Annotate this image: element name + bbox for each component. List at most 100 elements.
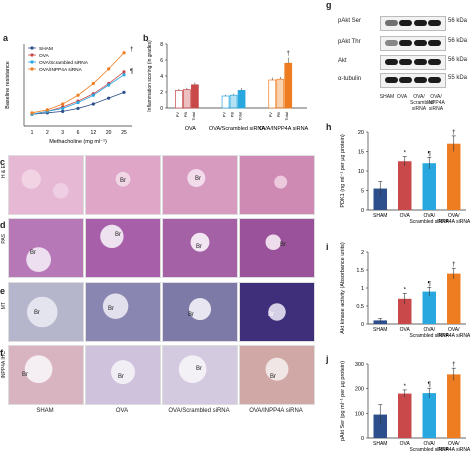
- bar: [447, 374, 461, 438]
- br-label-mt-ova: Br: [108, 306, 114, 312]
- x-tick-label: 20: [106, 130, 112, 136]
- significance-mark: †: [452, 262, 455, 268]
- bar: [183, 89, 191, 109]
- pakt-ser-bar-chart: 0 100 200 300 pAkt Ser (pg ml⁻¹ per µg prote…: [340, 361, 471, 453]
- significance-mark: †: [452, 362, 455, 368]
- panel-letter-h: h: [326, 122, 332, 132]
- y-tick-label: 2: [361, 250, 364, 256]
- micrograph-ihc-inpp: [239, 345, 315, 405]
- y-tick-label: 100: [355, 411, 364, 417]
- x-axis-label: Methacholine (mg ml⁻¹): [49, 139, 107, 145]
- bar: [276, 78, 285, 109]
- bar: [447, 143, 461, 210]
- significance-mark: †: [130, 47, 133, 53]
- significance-mark: ¶: [130, 69, 133, 75]
- panel-letter-b: b: [143, 33, 149, 43]
- br-label-mt-inpp: Br: [268, 312, 274, 318]
- col-label-scr: OVA/Scrambled siRNA: [168, 408, 230, 414]
- wb-row-pakt-thr: [380, 36, 446, 51]
- bar: [398, 393, 412, 438]
- legend-label: OVA: [39, 53, 50, 59]
- br-label-ihc-sham: Br: [22, 372, 28, 378]
- bar: [422, 291, 436, 324]
- micrograph-pas-ova: [85, 218, 161, 278]
- bar: [284, 62, 293, 109]
- y-axis-label: pAkt Ser (pg ml⁻¹ per µg protein): [340, 361, 346, 441]
- y-tick-label: 300: [355, 362, 364, 368]
- y-tick-label: 200: [355, 387, 364, 393]
- x-tick-label: 12: [91, 130, 97, 136]
- wb-kda-4: 55 kDa: [448, 75, 468, 81]
- significance-mark: †: [452, 130, 455, 136]
- series-point: [107, 96, 111, 100]
- bar: [175, 90, 183, 109]
- significance-mark: *: [404, 151, 407, 157]
- series-point: [122, 70, 126, 74]
- series-point: [122, 90, 126, 94]
- br-label-pas-sham: Br: [30, 250, 36, 256]
- group-label: OVA/Scrambled siRNA: [209, 126, 265, 132]
- bar: [237, 90, 246, 109]
- bar: [447, 273, 461, 324]
- group-label: OVA: [185, 126, 197, 132]
- micrograph-he-scr: [162, 155, 238, 215]
- series-point: [91, 81, 95, 86]
- y-tick-label: 6: [160, 58, 163, 64]
- br-label-pas-scr: Br: [196, 244, 202, 250]
- wb-kda-2: 56 kDa: [448, 38, 468, 44]
- legend-label: OVA/INPP4A siRNA: [39, 67, 83, 73]
- y-tick-label: 0: [160, 106, 163, 112]
- pdk1-bar-chart: 0 5 10 15 20 PDK1 (ng ml⁻¹ per µg protein) SHA…: [340, 130, 471, 225]
- y-tick-label: 4: [160, 74, 163, 80]
- x-tick-label: 6: [77, 130, 80, 136]
- y-tick-label: 8: [160, 42, 163, 48]
- wb-row-akt: [380, 55, 446, 70]
- y-tick-label: 20: [358, 130, 364, 136]
- x-tick-label: OVA: [400, 327, 411, 333]
- subbar-label: PV: [222, 112, 227, 118]
- br-label-pas-inpp: Br: [280, 242, 286, 248]
- legend-label: SHAM: [39, 46, 53, 52]
- x-tick-label: OVA/: [448, 213, 460, 219]
- series-point: [91, 102, 95, 106]
- col-label-ova: OVA: [115, 408, 129, 414]
- x-tick-label: SHAM: [373, 327, 387, 333]
- panel-letter-i: i: [326, 242, 329, 252]
- micrograph-mt-scr: [162, 282, 238, 342]
- x-tick-label: 25: [121, 130, 127, 136]
- legend-label: OVA/Scrambled siRNA: [39, 60, 89, 66]
- wb-lane-sham: SHAM: [379, 94, 395, 100]
- x-tick-label: OVA: [400, 213, 411, 219]
- br-label-mt-scr: Br: [188, 312, 194, 318]
- br-label-he-scr: Br: [195, 176, 201, 182]
- series-point: [76, 106, 80, 111]
- y-tick-label: 0: [361, 436, 364, 442]
- micrograph-ihc-scr: [162, 345, 238, 405]
- series-point: [76, 93, 80, 97]
- wb-label-akt: Akt: [338, 58, 347, 64]
- group-label: OVA/INPP4A siRNA: [259, 126, 308, 132]
- x-tick-label: INPP4A siRNA: [437, 219, 471, 225]
- micro-row-mt: MT: [1, 282, 315, 342]
- legend-marker: [30, 53, 34, 57]
- x-tick-label: OVA/: [423, 441, 435, 447]
- series-point: [30, 111, 34, 115]
- subbar-label: Total: [191, 112, 196, 121]
- series-point: [76, 100, 80, 105]
- micrograph-he-sham: [8, 155, 84, 215]
- bar: [373, 188, 387, 210]
- br-label-ihc-scr: Br: [196, 366, 202, 372]
- y-tick-label: 0.5: [356, 304, 364, 310]
- wb-label-pakt-thr: pAkt Thr: [338, 39, 361, 45]
- row-label-ihc: INPP4A IHC: [1, 351, 7, 379]
- row-label-mt: MT: [1, 302, 7, 310]
- akt-activity-bar-chart: 0 0.5 1 1.5 2 Akt kinase activity (Absorbance…: [340, 242, 471, 339]
- x-tick-label: 1: [31, 130, 34, 136]
- y-tick-label: 10: [358, 169, 364, 175]
- series-point: [61, 106, 65, 111]
- bar: [422, 163, 436, 210]
- y-axis-label: Akt kinase activity (Absorbance units): [340, 242, 346, 334]
- y-tick-label: 15: [358, 150, 364, 156]
- bar: [373, 414, 387, 438]
- legend-marker: [30, 46, 34, 50]
